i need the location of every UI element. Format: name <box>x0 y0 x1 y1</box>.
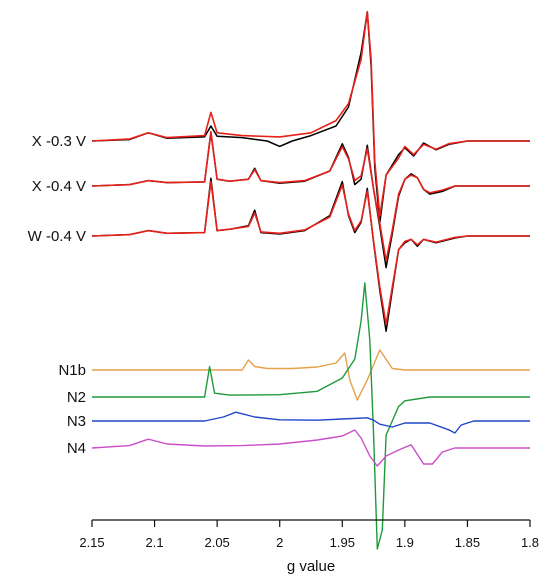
x-tick-label: 2.15 <box>79 535 104 550</box>
simulation-line-w-0-4-v <box>91 180 530 326</box>
experimental-line-x-0-3-v <box>91 11 530 224</box>
component-label-n1b: N1b <box>58 362 86 379</box>
component-line-n3 <box>92 411 530 434</box>
x-tick-label: 1.95 <box>330 535 355 550</box>
trace-label-w-0-4-v: W -0.4 V <box>28 228 86 245</box>
x-axis: 2.15 2.1 2.05 2 1.95 1.9 1.85 1.8 <box>79 519 539 550</box>
x-tick-label: 1.9 <box>396 535 414 550</box>
x-tick-label: 1.85 <box>455 535 480 550</box>
traces <box>91 11 530 550</box>
component-line-n4 <box>91 429 530 467</box>
component-label-n4: N4 <box>67 440 86 457</box>
simulation-line-x-0-4-v <box>91 130 530 262</box>
x-tick-label: 2.1 <box>146 535 164 550</box>
trace-labels: N1b N2 N3 N4 X -0.3 V X -0.4 V W -0.4 V <box>28 133 86 457</box>
simulation-line-x-0-3-v <box>91 11 530 217</box>
experimental-line-w-0-4-v <box>91 177 530 332</box>
x-tick-label: 1.8 <box>521 535 539 550</box>
component-line-n2 <box>92 282 530 550</box>
x-tick-label: 2 <box>276 535 283 550</box>
component-label-n3: N3 <box>67 413 86 430</box>
experimental-line-x-0-4-v <box>91 132 530 269</box>
trace-label-x-0-3-v: X -0.3 V <box>32 133 86 150</box>
component-label-n2: N2 <box>67 389 86 406</box>
trace-label-x-0-4-v: X -0.4 V <box>32 178 86 195</box>
x-tick-label: 2.05 <box>204 535 229 550</box>
component-line-n1b <box>92 349 530 401</box>
x-axis-title: g value <box>287 558 335 575</box>
